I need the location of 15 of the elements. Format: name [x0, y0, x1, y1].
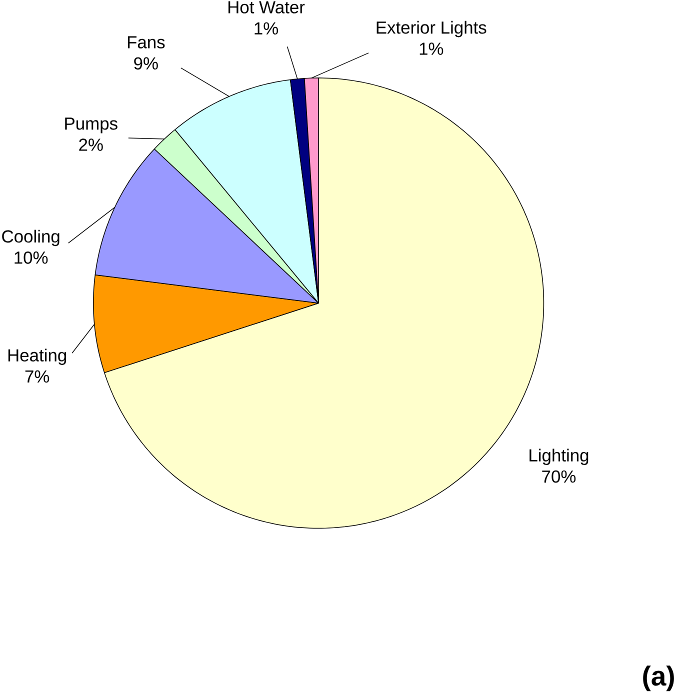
data-label: 1% [420, 42, 444, 55]
slice-label: Fans [128, 36, 165, 48]
slice-label: Lighting [530, 448, 588, 465]
data-label: 10% [14, 251, 48, 264]
data-label: 2% [79, 138, 103, 151]
data-label: 7% [25, 370, 50, 383]
data-label: 1% [254, 22, 278, 35]
slice-label: Pumps [65, 118, 118, 134]
data-label: 9% [134, 57, 158, 70]
slice-label: Heating [8, 348, 66, 365]
slice-label: Hot Water [228, 1, 305, 14]
text: (a) [643, 666, 674, 692]
slice-label: Cooling [2, 230, 60, 246]
data-label: 70% [542, 470, 576, 483]
slice-label: Exterior Lights [376, 20, 486, 38]
